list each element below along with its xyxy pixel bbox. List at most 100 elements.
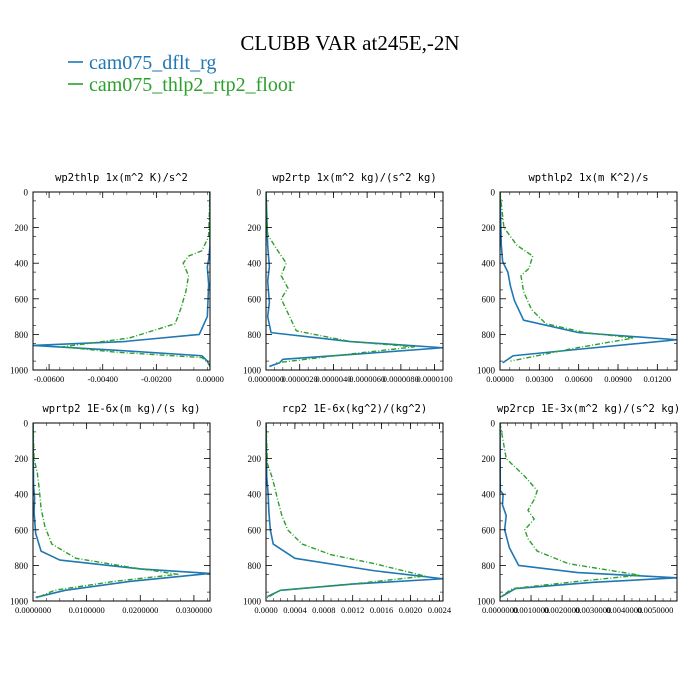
y-tick-label: 400 xyxy=(15,490,29,500)
x-tick-label: 0.0008 xyxy=(312,605,335,615)
x-tick-label: 0.0030000 xyxy=(575,605,611,615)
y-tick-label: 600 xyxy=(482,525,496,535)
y-tick-label: 1000 xyxy=(10,366,29,376)
x-tick-label: 0.0000100 xyxy=(417,374,453,384)
y-tick-label: 600 xyxy=(15,294,29,304)
y-tick-label: 0 xyxy=(491,188,496,198)
x-tick-label: 0.00900 xyxy=(604,374,632,384)
panel-4: wprtp2 1E-6x(m kg)/(s kg) 0 200 400 600 800 10… xyxy=(10,403,212,615)
x-tick-label: -0.00600 xyxy=(34,374,64,384)
y-tick-label: 0 xyxy=(491,419,496,429)
y-tick-label: 800 xyxy=(248,330,262,340)
x-tick-label: 0.0000000 xyxy=(482,605,518,615)
series-line-dflt xyxy=(266,423,443,598)
y-tick-label: 200 xyxy=(15,223,29,233)
y-tick-label: 400 xyxy=(482,490,496,500)
series-line-floor xyxy=(266,423,426,599)
x-tick-label: 0.00000 xyxy=(486,374,514,384)
x-tick-label: -0.00200 xyxy=(141,374,171,384)
y-tick-label: 600 xyxy=(248,294,262,304)
y-tick-label: 400 xyxy=(15,259,29,269)
x-tick-label: 0.0000020 xyxy=(282,374,318,384)
y-tick-label: 1000 xyxy=(10,597,29,607)
series-line-dflt xyxy=(33,192,210,367)
y-tick-label: 800 xyxy=(15,561,29,571)
x-tick-label: 0.0024 xyxy=(428,605,452,615)
y-tick-label: 0 xyxy=(257,419,262,429)
panel-frame xyxy=(499,422,678,602)
x-tick-label: 0.0100000 xyxy=(69,605,105,615)
y-tick-label: 1000 xyxy=(477,366,496,376)
series-line-floor xyxy=(500,192,635,362)
y-tick-label: 1000 xyxy=(243,597,262,607)
y-tick-label: 600 xyxy=(248,525,262,535)
panel-title: wp2rtp 1x(m^2 kg)/(s^2 kg) xyxy=(272,172,436,184)
panel-title: wpthlp2 1x(m K^2)/s xyxy=(528,172,648,184)
panel-title: wp2thlp 1x(m^2 K)/s^2 xyxy=(55,172,188,184)
series-line-dflt xyxy=(500,423,677,598)
y-tick-label: 800 xyxy=(482,561,496,571)
y-tick-label: 0 xyxy=(24,419,29,429)
y-tick-label: 0 xyxy=(24,188,29,198)
panel-title: wp2rcp 1E-3x(m^2 kg)/(s^2 kg) xyxy=(497,403,680,415)
panel-title: rcp2 1E-6x(kg^2)/(kg^2) xyxy=(282,403,427,415)
panel-frame xyxy=(265,422,444,602)
panel-frame xyxy=(32,422,211,602)
series-line-dflt xyxy=(266,192,443,368)
series-line-floor xyxy=(266,192,416,364)
y-tick-label: 1000 xyxy=(477,597,496,607)
y-tick-label: 200 xyxy=(15,454,29,464)
legend-label-floor: cam075_thlp2_rtp2_floor xyxy=(89,74,295,96)
y-tick-label: 800 xyxy=(15,330,29,340)
y-tick-label: 800 xyxy=(482,330,496,340)
series-line-dflt xyxy=(500,192,677,364)
y-tick-label: 400 xyxy=(248,259,262,269)
x-tick-label: 0.00300 xyxy=(526,374,554,384)
x-tick-label: 0.0016 xyxy=(370,605,393,615)
panel-frame xyxy=(32,191,211,371)
y-tick-label: 400 xyxy=(248,490,262,500)
y-tick-label: 200 xyxy=(482,454,496,464)
figure-title: CLUBB VAR at245E,-2N xyxy=(240,31,459,55)
x-tick-label: 0.0004 xyxy=(283,605,307,615)
x-tick-label: 0.00600 xyxy=(565,374,593,384)
y-tick-label: 600 xyxy=(482,294,496,304)
y-tick-label: 200 xyxy=(482,223,496,233)
series-line-floor xyxy=(61,192,210,366)
x-tick-label: 0.0012 xyxy=(341,605,364,615)
series-line-floor xyxy=(500,423,641,599)
x-tick-label: 0.00000 xyxy=(196,374,224,384)
x-tick-label: 0.0020 xyxy=(399,605,422,615)
panel-1: wp2thlp 1x(m^2 K)/s^2 0 200 400 600 800 1000 -0… xyxy=(10,172,224,384)
panel-6: wp2rcp 1E-3x(m^2 kg)/(s^2 kg)0 200 400 600 8… xyxy=(477,403,680,615)
x-tick-label: 0.0300000 xyxy=(176,605,212,615)
x-tick-label: 0.0050000 xyxy=(637,605,673,615)
x-tick-label: 0.0040000 xyxy=(606,605,642,615)
panel-frame xyxy=(265,191,444,371)
x-tick-label: 0.0020000 xyxy=(544,605,580,615)
x-tick-label: 0.0000000 xyxy=(15,605,51,615)
x-tick-label: 0.01200 xyxy=(644,374,672,384)
y-tick-label: 200 xyxy=(248,454,262,464)
panel-title: wprtp2 1E-6x(m kg)/(s kg) xyxy=(42,403,200,415)
y-tick-label: 800 xyxy=(248,561,262,571)
x-tick-label: 0.0000000 xyxy=(248,374,284,384)
panel-5: rcp2 1E-6x(kg^2)/(kg^2) 0 200 400 600 800 1000… xyxy=(243,403,452,615)
x-tick-label: -0.00400 xyxy=(87,374,117,384)
x-tick-label: 0.0000040 xyxy=(315,374,351,384)
x-tick-label: 0.0000060 xyxy=(349,374,385,384)
y-tick-label: 600 xyxy=(15,525,29,535)
figure-legend: cam075_dflt_rg cam075_thlp2_rtp2_floor xyxy=(68,52,295,96)
series-line-floor xyxy=(33,423,179,599)
y-tick-label: 200 xyxy=(248,223,262,233)
y-tick-label: 1000 xyxy=(243,366,262,376)
y-tick-label: 400 xyxy=(482,259,496,269)
panel-3: wpthlp2 1x(m K^2)/s020040060080010000.00… xyxy=(477,172,678,384)
x-tick-label: 0.0000080 xyxy=(383,374,419,384)
x-tick-label: 0.0000 xyxy=(254,605,277,615)
panel-frame xyxy=(499,191,678,371)
series-line-dflt xyxy=(33,423,210,599)
legend-label-dflt: cam075_dflt_rg xyxy=(89,52,216,74)
y-tick-label: 0 xyxy=(257,188,262,198)
